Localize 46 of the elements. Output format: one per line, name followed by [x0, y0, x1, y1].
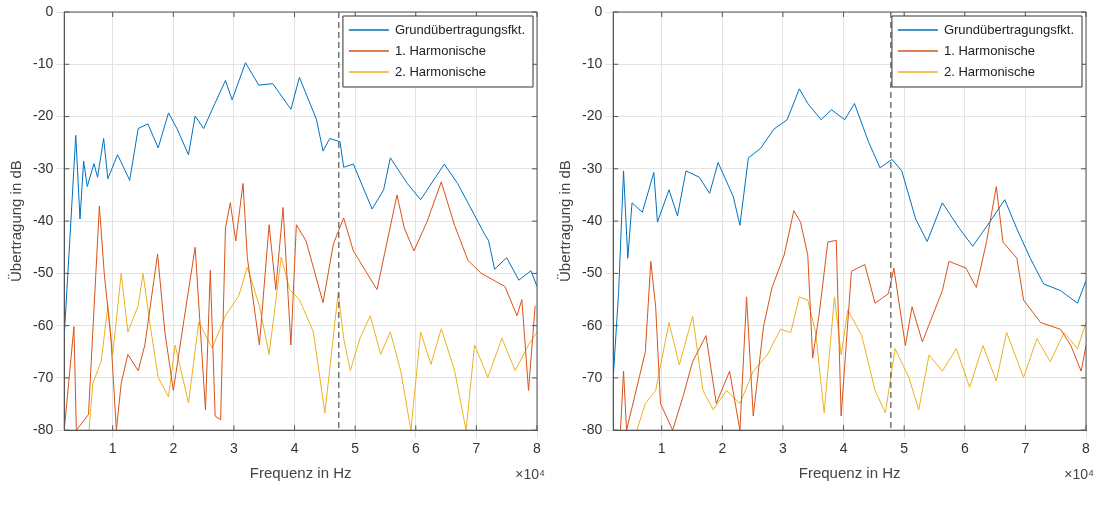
y-tick-label: -60: [33, 316, 54, 333]
y-tick-label: 0: [45, 2, 54, 19]
x-tick-label: 8: [533, 440, 542, 457]
x-tick-label: 7: [1021, 440, 1030, 457]
y-tick-label: -80: [582, 421, 603, 438]
legend-label: 2. Harmonische: [943, 63, 1035, 79]
x-axis-title: Frequenz in Hz: [249, 464, 352, 482]
text: ×10⁴: [515, 466, 545, 483]
y-tick-label: -60: [582, 316, 603, 333]
text: ×10⁴: [1064, 466, 1094, 483]
x-axis-title: Frequenz in Hz: [798, 464, 901, 482]
x-tick-label: 2: [718, 440, 727, 457]
y-tick-label: -70: [33, 368, 54, 385]
y-tick-label: -40: [582, 211, 603, 228]
x-tick-label: 5: [900, 440, 909, 457]
x-tick-label: 5: [351, 440, 360, 457]
x-tick-label: 7: [472, 440, 481, 457]
y-tick-label: -30: [33, 159, 54, 176]
y-tick-label: -70: [582, 368, 603, 385]
legend-label: Grundübertragungsfkt.: [394, 21, 525, 37]
y-axis-title: Übertragung in dB: [556, 160, 574, 282]
x-tick-label: 1: [108, 440, 117, 457]
legend-label: Grundübertragungsfkt.: [943, 21, 1074, 37]
legend-label: 1. Harmonische: [394, 42, 486, 58]
y-tick-label: -10: [582, 55, 603, 72]
x-tick-label: 6: [411, 440, 420, 457]
x-tick-label: 2: [169, 440, 178, 457]
legend-label: 2. Harmonische: [394, 63, 486, 79]
y-tick-label: -80: [33, 421, 54, 438]
x-tick-label: 1: [657, 440, 666, 457]
legend-label: 1. Harmonische: [943, 42, 1035, 58]
x-tick-label: 6: [960, 440, 969, 457]
y-tick-label: -50: [582, 264, 603, 281]
x-tick-label: 3: [230, 440, 239, 457]
y-tick-label: -30: [582, 159, 603, 176]
x-tick-label: 8: [1082, 440, 1091, 457]
y-tick-label: 0: [594, 2, 603, 19]
y-axis-title: Übertragung in dB: [7, 160, 25, 282]
y-tick-label: -50: [33, 264, 54, 281]
x-tick-label: 4: [839, 440, 848, 457]
x-tick-label: 4: [290, 440, 299, 457]
y-tick-label: -10: [33, 55, 54, 72]
y-tick-label: -20: [33, 107, 54, 124]
y-tick-label: -20: [582, 107, 603, 124]
x-tick-label: 3: [779, 440, 788, 457]
y-tick-label: -40: [33, 211, 54, 228]
